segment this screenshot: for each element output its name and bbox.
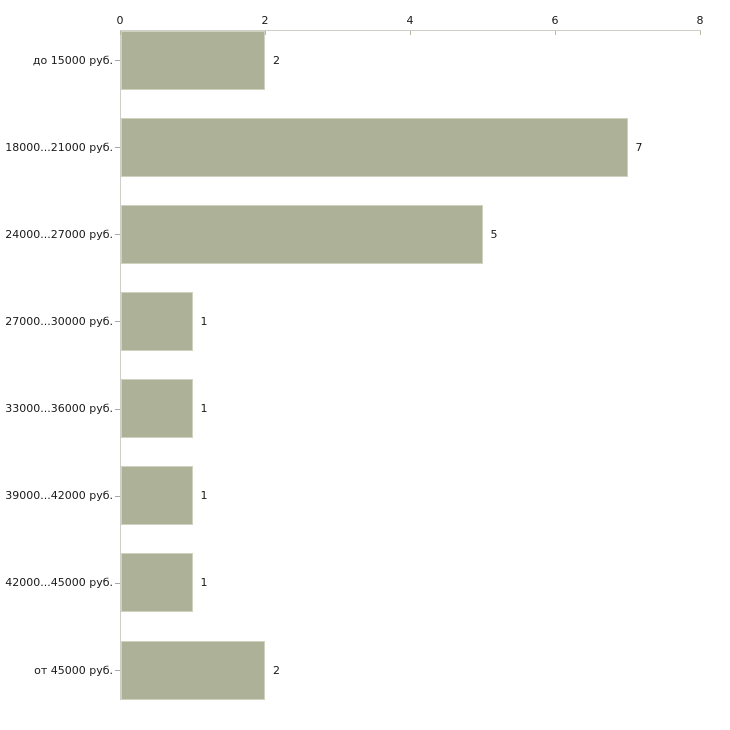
category-tick-mark bbox=[115, 583, 120, 584]
x-tick-mark bbox=[120, 31, 121, 35]
category-tick-mark bbox=[115, 60, 120, 61]
x-tick-label: 8 bbox=[696, 14, 704, 27]
category-label: 18000...21000 руб. bbox=[5, 140, 113, 154]
category-label: до 15000 руб. bbox=[32, 53, 113, 67]
x-tick-mark bbox=[265, 31, 266, 35]
bar-value-label: 1 bbox=[200, 489, 208, 503]
bar bbox=[121, 379, 193, 439]
y-axis-line bbox=[120, 30, 121, 700]
category-tick-mark bbox=[115, 234, 120, 235]
bar-value-label: 5 bbox=[490, 227, 498, 241]
bar-value-label: 1 bbox=[200, 576, 208, 590]
x-tick-label: 0 bbox=[116, 14, 124, 27]
bar bbox=[121, 553, 193, 613]
x-tick-label: 6 bbox=[551, 14, 559, 27]
x-tick-label: 2 bbox=[261, 14, 269, 27]
category-label: 33000...36000 руб. bbox=[5, 402, 113, 416]
x-axis-line bbox=[120, 30, 701, 31]
category-label: 24000...27000 руб. bbox=[5, 227, 113, 241]
category-tick-mark bbox=[115, 321, 120, 322]
category-label: от 45000 руб. bbox=[34, 663, 113, 677]
bar-value-label: 1 bbox=[200, 314, 208, 328]
category-label: 39000...42000 руб. bbox=[5, 489, 113, 503]
x-tick-mark bbox=[555, 31, 556, 35]
x-tick-mark bbox=[700, 31, 701, 35]
bar bbox=[121, 117, 628, 177]
bar bbox=[121, 640, 265, 700]
bar-value-label: 2 bbox=[273, 53, 280, 67]
bar-value-label: 2 bbox=[273, 663, 280, 677]
category-tick-mark bbox=[115, 147, 120, 148]
x-tick-mark bbox=[410, 31, 411, 35]
bar bbox=[121, 291, 193, 351]
bar bbox=[121, 204, 483, 264]
category-label: 27000...30000 руб. bbox=[5, 314, 113, 328]
bar bbox=[121, 466, 193, 526]
bar-value-label: 1 bbox=[200, 402, 208, 416]
category-tick-mark bbox=[115, 670, 120, 671]
category-tick-mark bbox=[115, 496, 120, 497]
x-tick-label: 4 bbox=[406, 14, 414, 27]
category-tick-mark bbox=[115, 409, 120, 410]
bar-value-label: 7 bbox=[635, 140, 643, 154]
bar bbox=[121, 30, 265, 90]
category-label: 42000...45000 руб. bbox=[5, 576, 113, 590]
